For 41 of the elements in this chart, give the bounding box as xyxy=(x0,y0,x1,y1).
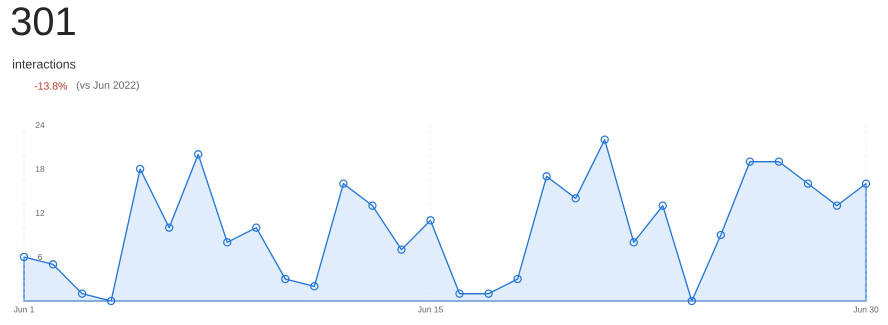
point xyxy=(804,179,812,188)
x-tick-label: Jun 30 xyxy=(853,306,878,313)
point xyxy=(426,216,435,225)
point xyxy=(136,164,144,174)
chart-subtitle: interactions xyxy=(13,59,76,69)
point xyxy=(194,150,202,159)
point xyxy=(484,289,493,298)
point xyxy=(832,201,842,210)
point xyxy=(571,194,580,203)
point xyxy=(106,296,116,306)
point xyxy=(48,260,58,269)
point xyxy=(78,289,86,298)
x-tick-label: Jun 1 xyxy=(14,306,34,312)
text: (vs Jun 2022) xyxy=(76,81,139,91)
point xyxy=(658,201,667,210)
y-tick-label: 6 xyxy=(38,254,42,260)
y-tick-label: 18 xyxy=(36,166,44,172)
point xyxy=(310,282,319,291)
point xyxy=(20,252,28,262)
point xyxy=(746,157,754,166)
point xyxy=(164,223,174,232)
point xyxy=(397,245,406,254)
text: -13.8% xyxy=(34,82,67,90)
point xyxy=(252,223,260,232)
point xyxy=(688,296,696,306)
point xyxy=(600,135,609,144)
chart-title: 301 xyxy=(12,7,75,36)
point xyxy=(339,179,348,188)
y-tick-label: 12 xyxy=(36,210,44,216)
point xyxy=(513,274,522,284)
point xyxy=(862,179,870,188)
point xyxy=(716,230,726,240)
point xyxy=(630,238,638,247)
point xyxy=(368,201,377,210)
point xyxy=(774,157,784,166)
point xyxy=(542,172,551,181)
x-tick-label: Jun 15 xyxy=(418,306,443,312)
point xyxy=(455,289,464,298)
y-tick-label: 24 xyxy=(36,122,44,128)
point xyxy=(223,238,232,247)
point xyxy=(281,274,290,284)
